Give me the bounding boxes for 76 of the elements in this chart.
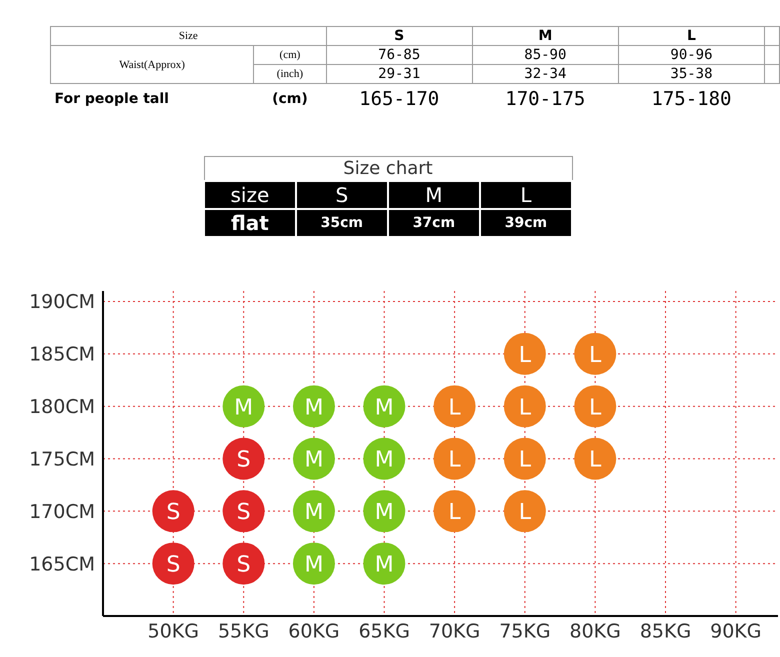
text: 29-31 [326,64,472,84]
text: 85-90 [472,46,618,64]
text: L [589,342,602,368]
text: S [326,26,472,46]
text: L [518,448,532,473]
y-tick-label: 175CM [29,448,95,470]
y-tick-label: 185CM [29,344,95,366]
x-tick-label: 70KG [428,620,480,642]
point [504,438,546,480]
point [504,385,546,428]
point [434,490,476,532]
y-tick-label: 180CM [29,396,95,418]
text: Size chart [204,156,572,181]
text: Waist(Approx) [50,46,254,84]
text: L [480,181,572,209]
y-tick-label: 165CM [29,553,95,576]
x-tick-label: 90KG [710,620,762,642]
text: L [448,500,461,526]
series-label: S [236,552,251,578]
point [574,385,616,428]
point [434,438,476,480]
text: S [296,181,388,209]
text: M [374,552,394,578]
x-tick-label: 85KG [640,620,692,642]
text: M [304,552,324,578]
text: (cm) [254,46,326,64]
text: 37cm [388,209,480,237]
x-tick-label: 60KG [288,620,340,642]
point [504,490,546,532]
series-label: M [304,395,324,420]
text: 32-34 [472,64,618,84]
point [504,332,546,375]
text: M [472,26,618,46]
point [434,385,476,428]
text: S [166,552,180,578]
text: M [374,500,394,526]
text: L [589,395,602,420]
text: Size [50,26,326,46]
text: 39cm [480,209,572,237]
point [574,332,616,375]
text: 90-96 [618,46,765,64]
x-tick-label: 50KG [148,620,199,642]
y-tick-label: 170CM [29,500,95,523]
text: L [518,500,532,526]
text: M [388,181,480,209]
x-tick-label: 80KG [570,620,621,642]
point [574,438,616,480]
x-tick-label: 55KG [218,620,270,642]
series-label: L [518,395,532,420]
text: S [236,500,251,526]
text: S [236,448,251,473]
x-tick-label: 65KG [358,620,410,642]
y-tick-label: 190CM [29,291,95,314]
text: L [618,26,765,46]
text: flat [204,209,296,237]
text: L [448,448,461,473]
text: M [374,448,394,473]
text: M [304,448,324,473]
text: L [589,448,602,473]
text: For people tall [54,90,170,109]
text: M [374,395,394,420]
text: L [448,395,461,420]
text: 175-180 [650,87,732,112]
text: 76-85 [326,46,472,64]
text: M [304,500,324,526]
x-tick-label: 75KG [499,620,551,642]
text: 35cm [296,209,388,237]
text: 35-38 [618,64,765,84]
text: (cm) [271,90,309,109]
text: L [518,342,532,368]
text: (inch) [254,64,326,84]
text: 170-175 [504,87,586,112]
text: 165-170 [358,87,440,112]
text: M [234,395,254,420]
text: size [204,181,296,209]
text: S [166,500,180,526]
